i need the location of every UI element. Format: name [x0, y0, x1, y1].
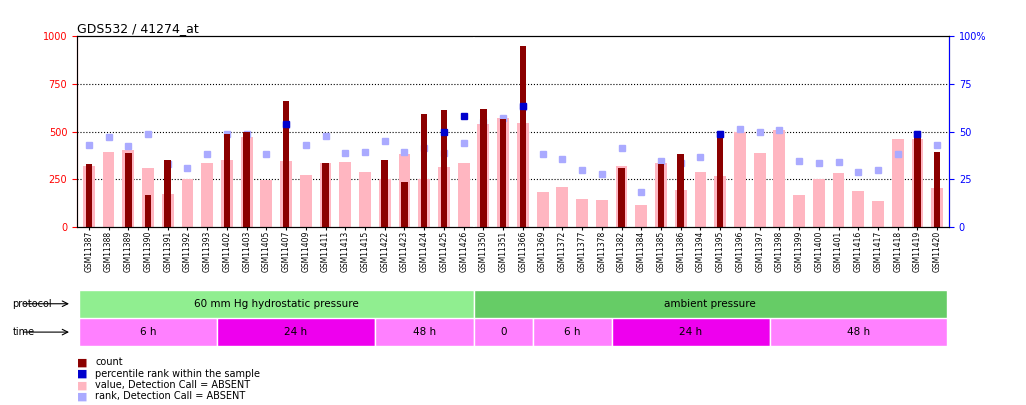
Bar — [103, 151, 115, 227]
Bar — [519, 46, 526, 227]
Text: 48 h: 48 h — [846, 327, 870, 337]
Bar — [300, 175, 312, 227]
Text: ■: ■ — [77, 358, 87, 367]
Bar — [754, 153, 765, 227]
Bar — [619, 168, 625, 227]
Bar — [658, 164, 664, 227]
Text: time: time — [12, 327, 35, 337]
Bar — [379, 179, 391, 227]
Bar — [532, 318, 611, 346]
Bar — [677, 154, 684, 227]
Bar — [241, 137, 252, 227]
Bar — [438, 167, 449, 227]
Bar — [164, 160, 171, 227]
Bar — [616, 166, 628, 227]
Bar — [261, 180, 272, 227]
Bar — [218, 318, 374, 346]
Bar — [717, 134, 723, 227]
Text: 24 h: 24 h — [679, 327, 702, 337]
Bar — [421, 113, 428, 227]
Bar — [122, 150, 134, 227]
Bar — [911, 139, 923, 227]
Bar — [280, 161, 292, 227]
Bar — [695, 172, 706, 227]
Bar — [577, 199, 588, 227]
Text: ■: ■ — [77, 380, 87, 390]
Bar — [458, 163, 470, 227]
Bar — [934, 151, 941, 227]
Bar — [932, 188, 943, 227]
Bar — [480, 109, 486, 227]
Bar — [83, 166, 94, 227]
Bar — [556, 187, 568, 227]
Bar — [340, 162, 351, 227]
Text: 6 h: 6 h — [140, 327, 156, 337]
Bar — [770, 318, 947, 346]
Text: count: count — [95, 358, 123, 367]
Bar — [474, 318, 532, 346]
Bar — [320, 163, 331, 227]
Text: 6 h: 6 h — [564, 327, 581, 337]
Bar — [283, 101, 289, 227]
Bar — [359, 172, 371, 227]
Text: percentile rank within the sample: percentile rank within the sample — [95, 369, 261, 379]
Bar — [833, 173, 844, 227]
Bar — [441, 110, 447, 227]
Bar — [813, 179, 825, 227]
Bar — [125, 153, 131, 227]
Text: 60 mm Hg hydrostatic pressure: 60 mm Hg hydrostatic pressure — [194, 299, 359, 309]
Bar — [374, 318, 474, 346]
Bar — [474, 290, 947, 318]
Bar — [500, 119, 507, 227]
Text: value, Detection Call = ABSENT: value, Detection Call = ABSENT — [95, 380, 250, 390]
Bar — [224, 134, 230, 227]
Bar — [477, 124, 489, 227]
Bar — [596, 200, 607, 227]
Bar — [892, 139, 904, 227]
Bar — [79, 290, 474, 318]
Text: 0: 0 — [500, 327, 507, 337]
Text: protocol: protocol — [12, 299, 52, 309]
Text: rank, Detection Call = ABSENT: rank, Detection Call = ABSENT — [95, 392, 245, 401]
Bar — [774, 130, 785, 227]
Bar — [675, 190, 686, 227]
Bar — [655, 163, 667, 227]
Bar — [142, 168, 154, 227]
Bar — [221, 160, 233, 227]
Text: 48 h: 48 h — [412, 327, 436, 337]
Bar — [382, 160, 388, 227]
Text: ■: ■ — [77, 369, 87, 379]
Bar — [182, 179, 193, 227]
Bar — [398, 154, 410, 227]
Text: ■: ■ — [77, 392, 87, 401]
Bar — [162, 194, 173, 227]
Bar — [714, 176, 726, 227]
Bar — [401, 182, 407, 227]
Bar — [853, 191, 864, 227]
Bar — [517, 123, 528, 227]
Bar — [79, 318, 218, 346]
Bar — [201, 163, 213, 227]
Bar — [322, 163, 328, 227]
Bar — [611, 318, 770, 346]
Text: ambient pressure: ambient pressure — [665, 299, 756, 309]
Bar — [914, 134, 920, 227]
Text: 24 h: 24 h — [284, 327, 308, 337]
Bar — [793, 195, 805, 227]
Bar — [419, 179, 430, 227]
Bar — [498, 118, 509, 227]
Bar — [85, 164, 92, 227]
Bar — [872, 201, 884, 227]
Bar — [243, 132, 250, 227]
Bar — [635, 205, 647, 227]
Bar — [145, 195, 151, 227]
Bar — [734, 132, 746, 227]
Text: GDS532 / 41274_at: GDS532 / 41274_at — [77, 22, 199, 35]
Bar — [537, 192, 549, 227]
